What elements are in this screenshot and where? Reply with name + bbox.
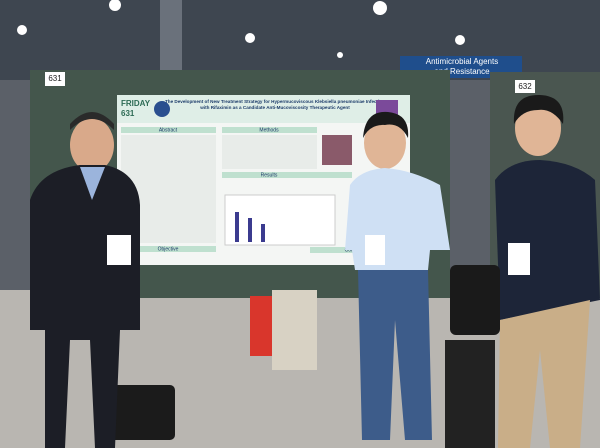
person-hair [513, 94, 564, 124]
section-heading: Objective [158, 246, 179, 252]
person-shirt [80, 167, 105, 200]
booth-number: 631 [48, 74, 62, 83]
graph-bar [235, 212, 239, 242]
person-head [364, 117, 406, 169]
ceiling-light [373, 1, 387, 15]
poster-day: FRIDAY [121, 99, 151, 108]
poster-number: 631 [121, 109, 135, 118]
person-head [70, 118, 114, 172]
pillar [160, 0, 182, 75]
graph-bar [248, 218, 252, 242]
person-pants [498, 300, 590, 448]
logo [376, 100, 398, 116]
section-heading: Methods [259, 127, 279, 133]
section-heading: Abstract [159, 127, 178, 133]
person-hair [363, 111, 409, 138]
section-bar [222, 172, 352, 178]
badge [365, 235, 385, 265]
person-head [515, 100, 561, 156]
person-background [272, 290, 317, 370]
ceiling-light [455, 35, 465, 45]
booth-sign [515, 80, 535, 93]
ceiling-light [245, 33, 255, 43]
section-bar [121, 246, 216, 252]
bag [110, 385, 175, 440]
banner-text: Antimicrobial Agents [426, 57, 498, 66]
poster-title: with Rifaximin as a Candidate Anti-Mucov… [199, 105, 350, 110]
badge [107, 235, 131, 265]
person-shirt [495, 160, 600, 320]
micrograph [322, 135, 352, 165]
badge [508, 243, 530, 275]
poster-title: The Development of New Treatment Strateg… [165, 99, 385, 104]
bag [445, 340, 495, 448]
ceiling-light [109, 0, 121, 11]
graph-bar [261, 224, 265, 242]
section-bar [121, 127, 216, 133]
ceiling-light [17, 25, 27, 35]
booth-number: 632 [518, 82, 532, 91]
bag [250, 296, 274, 356]
logo [154, 101, 170, 117]
booth-sign [45, 72, 65, 86]
person-hair [70, 112, 114, 130]
section-bar [222, 127, 317, 133]
person-jeans [358, 270, 432, 440]
text-block [222, 135, 317, 169]
section-heading: Results [261, 172, 278, 178]
ceiling-light [337, 52, 343, 58]
bag [450, 265, 500, 335]
poster-graph [224, 194, 336, 246]
banner-text: and Resistance [434, 67, 490, 76]
